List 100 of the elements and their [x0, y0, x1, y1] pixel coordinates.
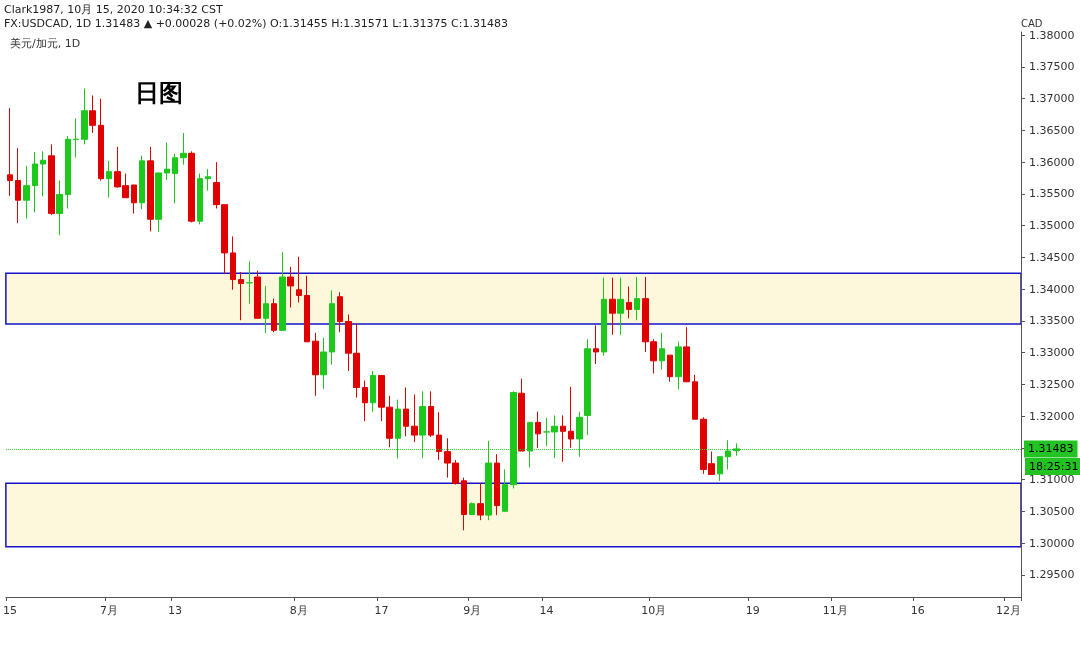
- candlestick: [23, 165, 30, 220]
- y-tick-label: 1.32500: [1029, 377, 1075, 391]
- candlestick: [362, 380, 368, 422]
- y-tick-label: 1.35000: [1029, 219, 1075, 233]
- x-tick-label: 8月: [289, 604, 308, 617]
- candlestick: [469, 501, 475, 516]
- y-tick-label: 1.30500: [1029, 504, 1075, 518]
- y-axis-title: CAD: [1021, 17, 1043, 29]
- y-tick-label: 1.37000: [1029, 92, 1075, 106]
- y-tick-label: 1.35500: [1029, 187, 1075, 201]
- candlestick: [40, 150, 46, 197]
- candlestick: [675, 341, 682, 390]
- candlestick: [81, 88, 88, 145]
- text: 18:25:31: [1029, 459, 1079, 473]
- candlestick: [692, 374, 698, 420]
- candlestick: [502, 468, 508, 512]
- y-tick-label: 1.30000: [1029, 536, 1075, 550]
- candlestick: [279, 251, 286, 331]
- candlestick: [584, 338, 591, 436]
- candlestick: [131, 184, 137, 215]
- candlestick: [593, 324, 599, 365]
- candlestick: [254, 270, 261, 319]
- y-tick-label: 1.33000: [1029, 346, 1075, 360]
- candlestick: [568, 386, 574, 449]
- x-tick-label: 14: [539, 604, 554, 617]
- candlestick: [287, 266, 294, 309]
- x-tick-label: 19: [745, 604, 760, 617]
- candlestick: [609, 277, 616, 336]
- candlestick: [411, 393, 418, 443]
- candlestick: [73, 117, 79, 159]
- x-tick-label: 10月: [641, 604, 667, 617]
- candlestick: [230, 235, 236, 291]
- candlestick: [320, 337, 327, 390]
- y-tick-label: 1.33500: [1029, 314, 1075, 328]
- x-tick-label: 15: [2, 604, 17, 617]
- text: 日图: [135, 79, 183, 107]
- candlestick: [337, 291, 343, 333]
- y-tick-label: 1.34500: [1029, 250, 1075, 264]
- candlestick: [56, 180, 63, 236]
- candlestick: [139, 155, 145, 210]
- candlestick: [535, 411, 541, 449]
- candlestick: [304, 275, 310, 343]
- candlestick: [89, 94, 96, 134]
- candlestick: [205, 168, 211, 192]
- candlestick: [164, 141, 170, 181]
- x-tick-label: 11月: [822, 604, 848, 617]
- y-tick-label: 1.31000: [1029, 473, 1075, 487]
- y-tick-label: 1.38000: [1029, 28, 1075, 42]
- candlestick: [518, 378, 525, 452]
- y-tick-label: 1.34000: [1029, 282, 1075, 296]
- candlestick: [461, 477, 467, 531]
- candlestick: [296, 256, 302, 303]
- candlestick: [717, 456, 723, 482]
- candlestick: [263, 285, 269, 334]
- candlestick: [634, 276, 640, 321]
- candlestick: [312, 332, 319, 397]
- y-tick-label: 1.29500: [1029, 568, 1075, 582]
- candlestick: [494, 453, 500, 516]
- candlestick: [246, 260, 253, 305]
- candlestick: [601, 277, 607, 357]
- candlestick: [329, 289, 335, 366]
- candlestick: [667, 354, 673, 383]
- candlestick: [370, 370, 376, 413]
- candlestick: [48, 143, 55, 216]
- annotation: 美元/加元, 1D: [10, 37, 81, 50]
- y-tick-label: 1.36500: [1029, 123, 1075, 137]
- x-tick-label: 9月: [463, 604, 482, 617]
- x-tick-label: 12月: [996, 604, 1022, 617]
- candlestick: [147, 146, 154, 232]
- x-tick-label: 16: [910, 604, 925, 617]
- candlestick: [155, 172, 162, 233]
- text: Clark1987, 10月 15, 2020 10:34:32 CST: [4, 3, 223, 16]
- candlestick: [65, 135, 71, 209]
- candlestick: [560, 414, 566, 463]
- candlestick: [626, 286, 632, 319]
- candlestick: [617, 277, 624, 336]
- candlestick: [238, 271, 244, 321]
- candlestick: [172, 153, 178, 204]
- candlestick: [98, 98, 104, 182]
- y-tick-label: 1.32000: [1029, 409, 1075, 423]
- x-tick-label: 17: [374, 604, 389, 617]
- candlestick: [659, 332, 665, 371]
- candlestick: [271, 298, 277, 333]
- candlestick: [15, 147, 21, 224]
- candlestick: [7, 107, 13, 197]
- candlestick: [32, 151, 38, 213]
- x-tick-label: 7月: [100, 604, 119, 617]
- candlestick: [436, 411, 442, 461]
- x-tick-label: 13: [168, 604, 183, 617]
- candlestick: [428, 390, 434, 438]
- candlestick: [188, 150, 195, 223]
- candlestick: [197, 173, 203, 225]
- y-tick-label: 1.37500: [1029, 60, 1075, 74]
- candlestick: [403, 387, 409, 437]
- candlestick: [180, 132, 187, 166]
- ref-line-label: 1.31483: [1028, 442, 1074, 456]
- y-tick-label: 1.36000: [1029, 155, 1075, 169]
- chart-subtitle: FX:USDCAD, 1D 1.31483 ▲ +0.00028 (+0.02%) O:1.31455 H:1.31571 L:1.31375 C:1.31483: [4, 17, 508, 30]
- candlestick: [106, 160, 112, 199]
- candlestick: [477, 482, 484, 521]
